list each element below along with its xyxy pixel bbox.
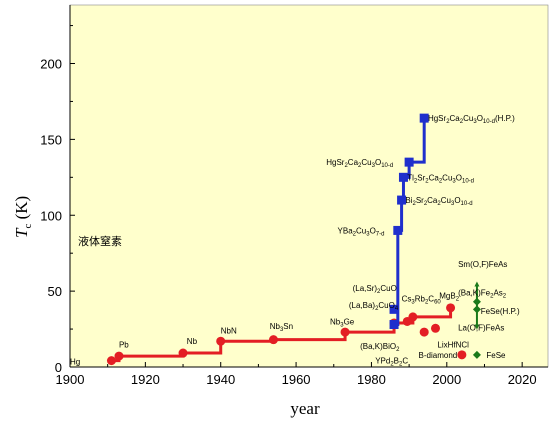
cuprate-point	[419, 113, 429, 123]
x-tick-label: 1980	[357, 372, 386, 387]
x-tick-label: 1920	[131, 372, 160, 387]
compound-label: Pb	[119, 340, 129, 349]
iron-arrow-down	[474, 324, 480, 330]
cuprate-point	[389, 320, 399, 330]
compound-label: Tl2​Sr2​Ca2​Cu3​O10-d​	[407, 173, 474, 184]
iron-based-point	[472, 350, 481, 359]
compound-label: LixHfNCl	[437, 340, 469, 349]
cuprate-point	[404, 157, 414, 167]
cuprate-point	[389, 304, 399, 314]
compound-label: Bi2​Sr2​Ca2​Cu3​O10-d​	[405, 196, 472, 207]
y-tick-label: 200	[40, 57, 62, 72]
y-tick-label: 150	[40, 132, 62, 147]
y-axis-title: Tc (K)	[12, 196, 34, 238]
iron-based-point	[472, 297, 481, 306]
cuprate-point	[397, 195, 407, 205]
x-tick-label: 1960	[282, 372, 311, 387]
x-tick-label: 2020	[508, 372, 537, 387]
compound-label: (Ba,K)Fe2​As2​	[458, 289, 507, 300]
compound-label: HgSr2​Ca2​Cu3​O10-d​	[326, 158, 393, 169]
x-tick-label: 1940	[206, 372, 235, 387]
compound-label: Hg	[70, 357, 80, 366]
compound-label: (La,Sr)2​CuO	[353, 284, 397, 295]
compound-label: HgSr2​Ca2​Cu3​O10-d​(H.P.)	[428, 114, 515, 125]
y-tick-label: 100	[40, 208, 62, 223]
conventional-point	[106, 356, 116, 366]
y-tick-label: 0	[55, 360, 62, 375]
compound-label: Sm(O,F)FeAs	[458, 260, 507, 269]
compound-label: Nb	[187, 337, 198, 346]
compound-label: (Ba,K)BiO2​	[360, 342, 400, 353]
iron-arrow-up	[474, 281, 480, 287]
x-axis-title: year	[290, 399, 320, 418]
compound-label: (La,Ba)2​CuO4​	[349, 301, 399, 312]
compound-label: YBa2​Cu3​O7-d​	[338, 226, 385, 237]
other-compound-point	[402, 316, 412, 326]
conventional-point	[178, 348, 188, 358]
conventional-point	[268, 335, 278, 345]
compound-label: NbN	[221, 327, 237, 336]
compound-label: FeSe(H.P.)	[481, 307, 520, 316]
other-compound-point	[430, 323, 440, 333]
compound-label: La(O,F)FeAs	[458, 324, 504, 333]
plot-area	[69, 4, 549, 368]
other-compound-point	[419, 327, 429, 337]
compound-label: MgB2​	[439, 292, 459, 303]
x-tick-label: 1900	[56, 372, 85, 387]
compound-label: Nb3​Ge	[330, 318, 355, 329]
iron-based-point	[472, 305, 481, 314]
other-compound-point	[457, 350, 467, 360]
cuprate-point	[398, 172, 408, 182]
compound-label: Cs3​Rb2​C60​	[402, 295, 442, 306]
conventional-point	[340, 327, 350, 337]
cuprate-point	[393, 225, 403, 235]
conventional-point	[216, 336, 226, 346]
compound-label: YPd2​B2​C	[375, 357, 408, 368]
x-tick-label: 2000	[432, 372, 461, 387]
compound-label: B-diamond	[419, 351, 458, 360]
compound-label: FeSe	[486, 351, 506, 360]
compound-label: Nb3​Sn	[270, 322, 293, 333]
liquid-nitrogen-label: 液体窒素	[78, 234, 122, 248]
conventional-point	[114, 351, 124, 361]
conventional-point	[446, 303, 456, 313]
y-tick-label: 50	[48, 284, 62, 299]
